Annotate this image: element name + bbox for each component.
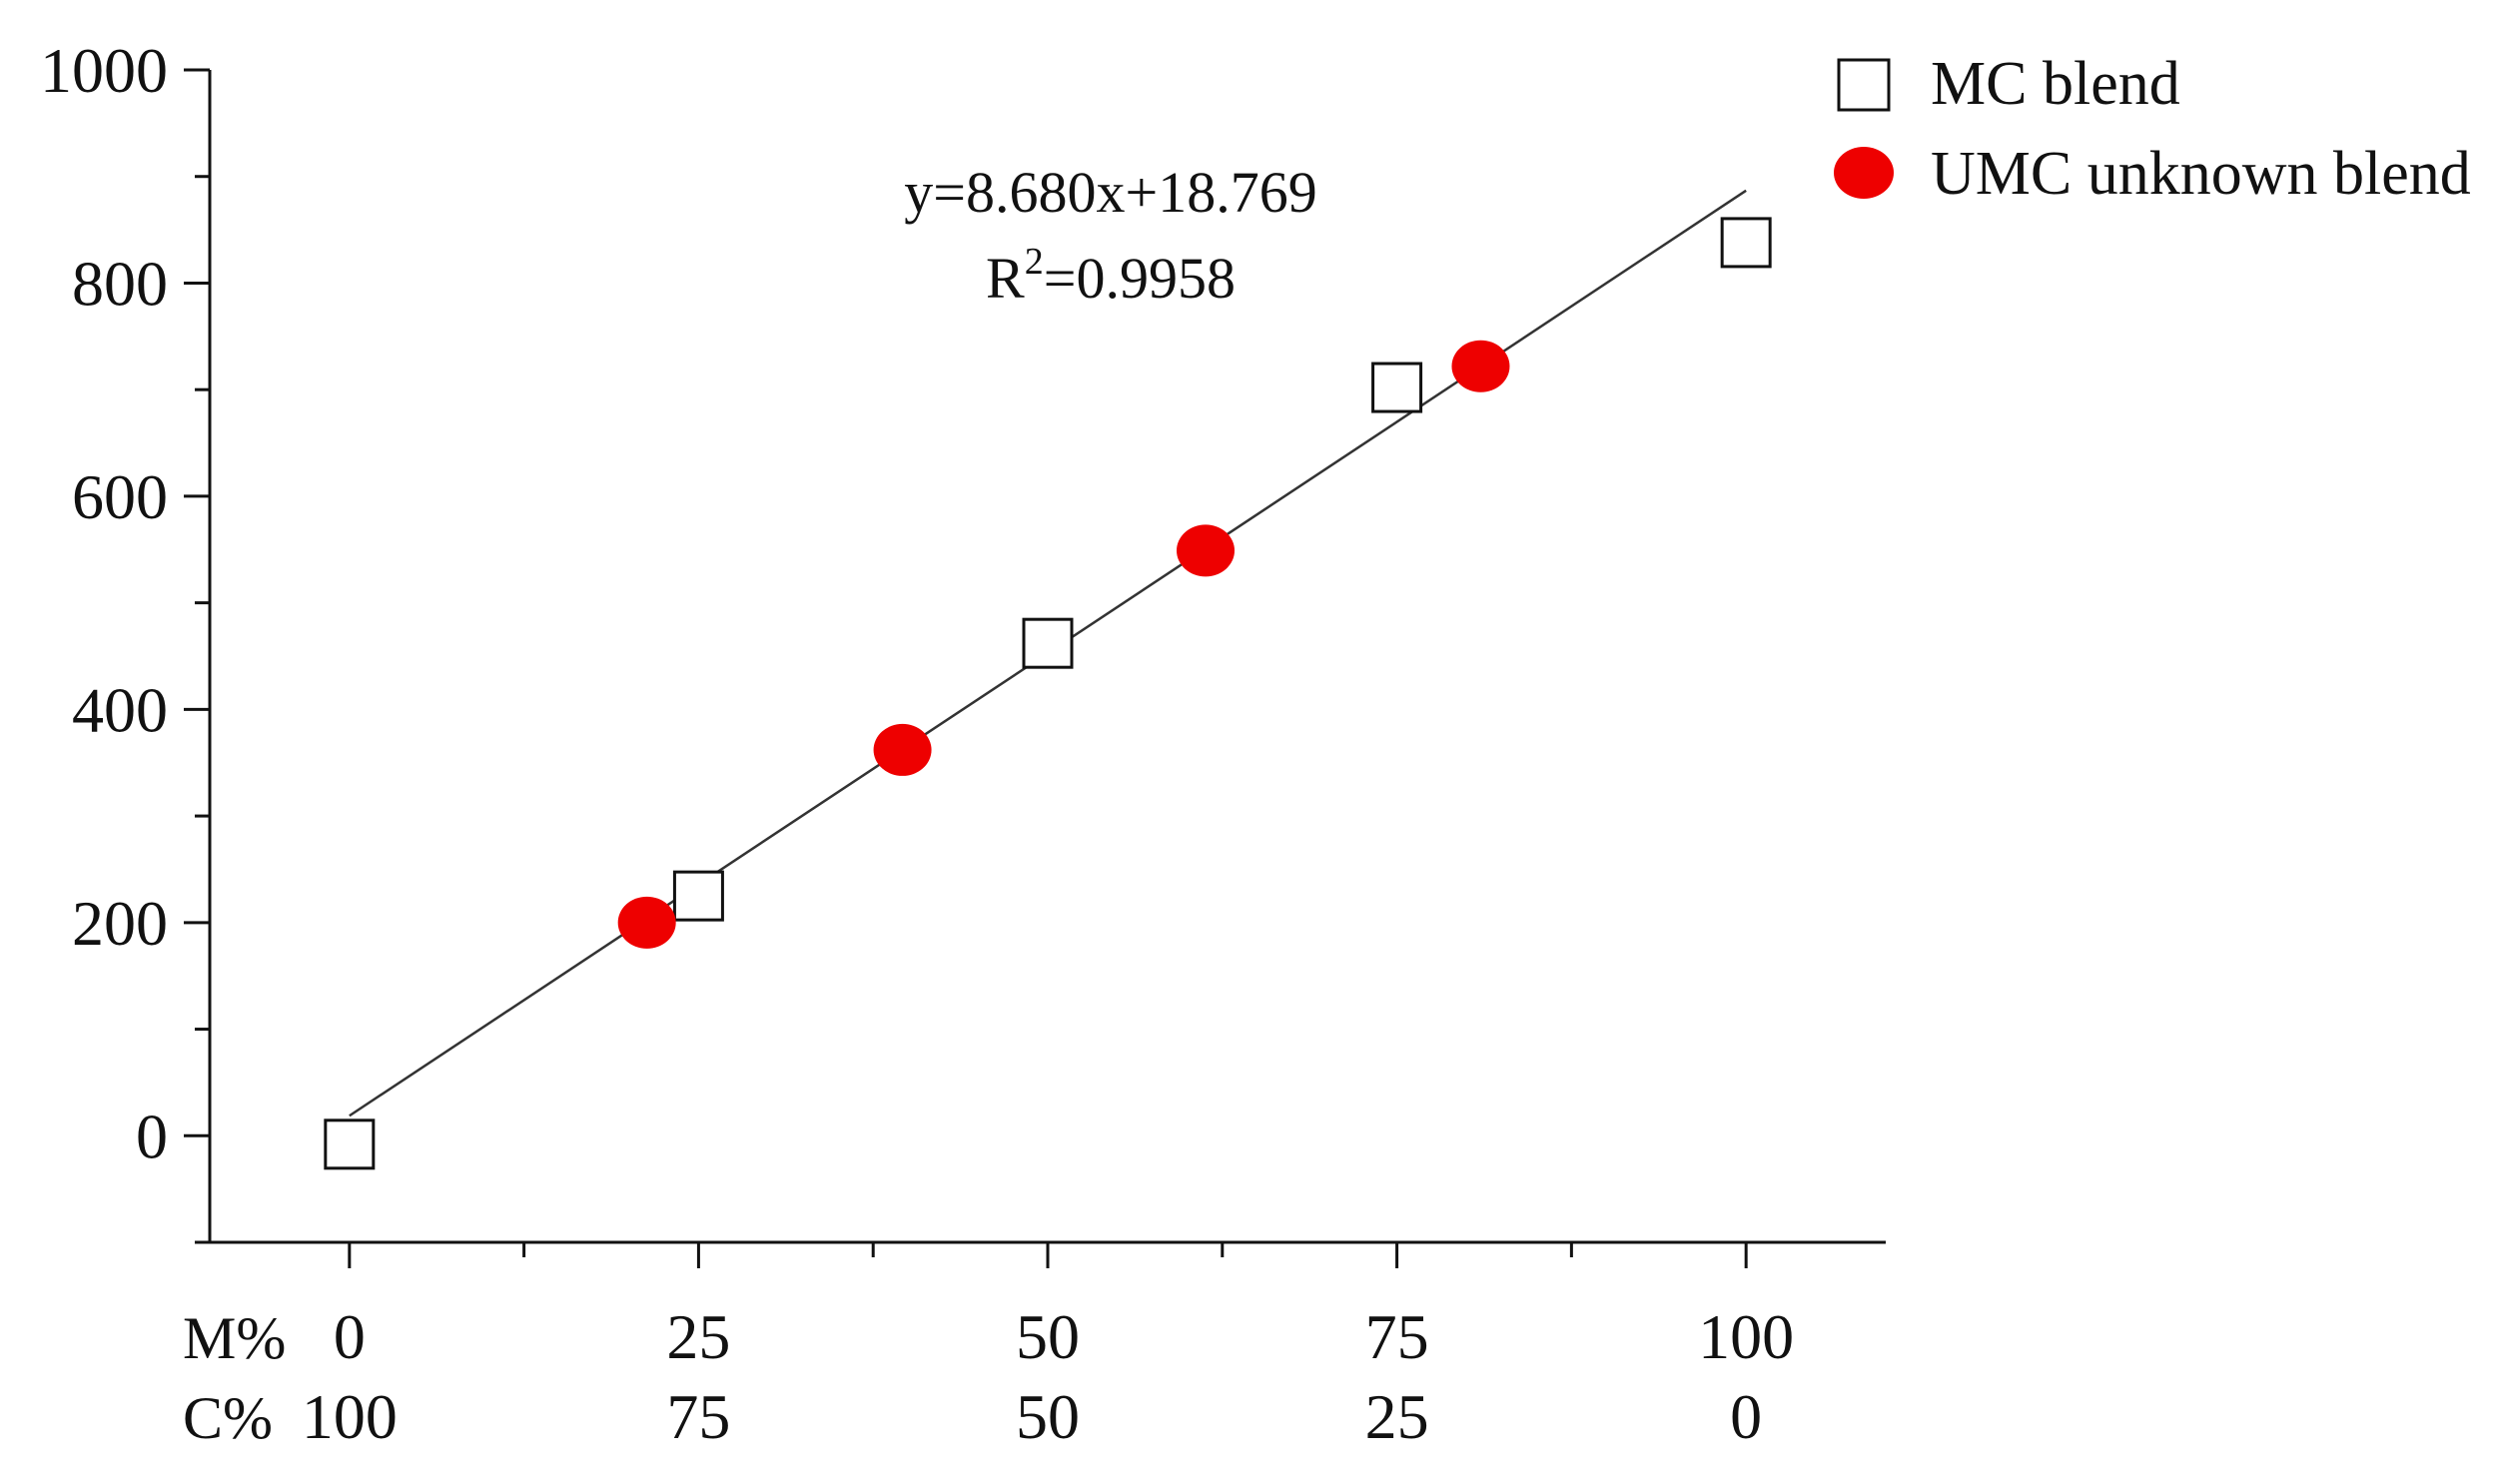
legend-marker-mc-blend — [1837, 58, 1891, 112]
data-marks — [324, 217, 1772, 1170]
axes: 0 200 400 600 800 1000 M% 0 25 50 75 100 C% 100 75 50 25… — [40, 35, 1886, 1452]
umc-unknown-blend-point — [617, 896, 676, 949]
fit-annotation: y=8.680x+18.769 R2=0.9958 — [904, 160, 1316, 311]
mc-blend-point — [1371, 362, 1423, 413]
y-tick-label: 800 — [72, 248, 168, 319]
x-tick-label: 25 — [666, 1301, 730, 1372]
umc-unknown-blend-point — [1177, 524, 1236, 577]
y-tick-label: 0 — [136, 1101, 168, 1171]
x-tick-label: 0 — [1730, 1381, 1762, 1452]
y-tick-label: 600 — [72, 461, 168, 532]
x-tick-label: 75 — [1365, 1301, 1429, 1372]
r2-superscript: 2 — [1025, 241, 1044, 283]
fit-equation: y=8.680x+18.769 — [904, 160, 1316, 225]
legend-label-mc-blend: MC blend — [1931, 50, 2180, 118]
legend-marker-umc-unknown-blend — [1834, 147, 1894, 199]
umc-unknown-blend-point — [1451, 340, 1510, 392]
mc-blend-point — [1720, 217, 1772, 269]
mc-blend-point — [324, 1118, 376, 1170]
x-tick-label: 75 — [666, 1381, 730, 1452]
r2-value: =0.9958 — [1044, 246, 1236, 311]
y-tick-label: 200 — [72, 888, 168, 959]
r-squared-label: R2=0.9958 — [986, 241, 1236, 311]
x-row-label: C% — [183, 1385, 273, 1451]
x-tick-label: 100 — [302, 1381, 398, 1452]
x-tick-label: 100 — [1698, 1301, 1794, 1372]
y-tick-label: 1000 — [40, 35, 168, 106]
x-tick-label: 25 — [1365, 1381, 1429, 1452]
x-tick-label: 0 — [334, 1301, 366, 1372]
umc-unknown-blend-point — [873, 723, 932, 776]
legend-label-umc-unknown-blend: UMC unknown blend — [1931, 140, 2471, 208]
x-tick-label: 50 — [1016, 1301, 1080, 1372]
y-tick-label: 400 — [72, 674, 168, 745]
r2-prefix: R — [986, 246, 1025, 311]
mc-blend-point — [672, 870, 724, 922]
legend: MC blend UMC unknown blend — [1834, 50, 2471, 208]
mc-blend-point — [1022, 617, 1074, 669]
x-row-label: M% — [183, 1305, 286, 1371]
x-tick-label: 50 — [1016, 1381, 1080, 1452]
